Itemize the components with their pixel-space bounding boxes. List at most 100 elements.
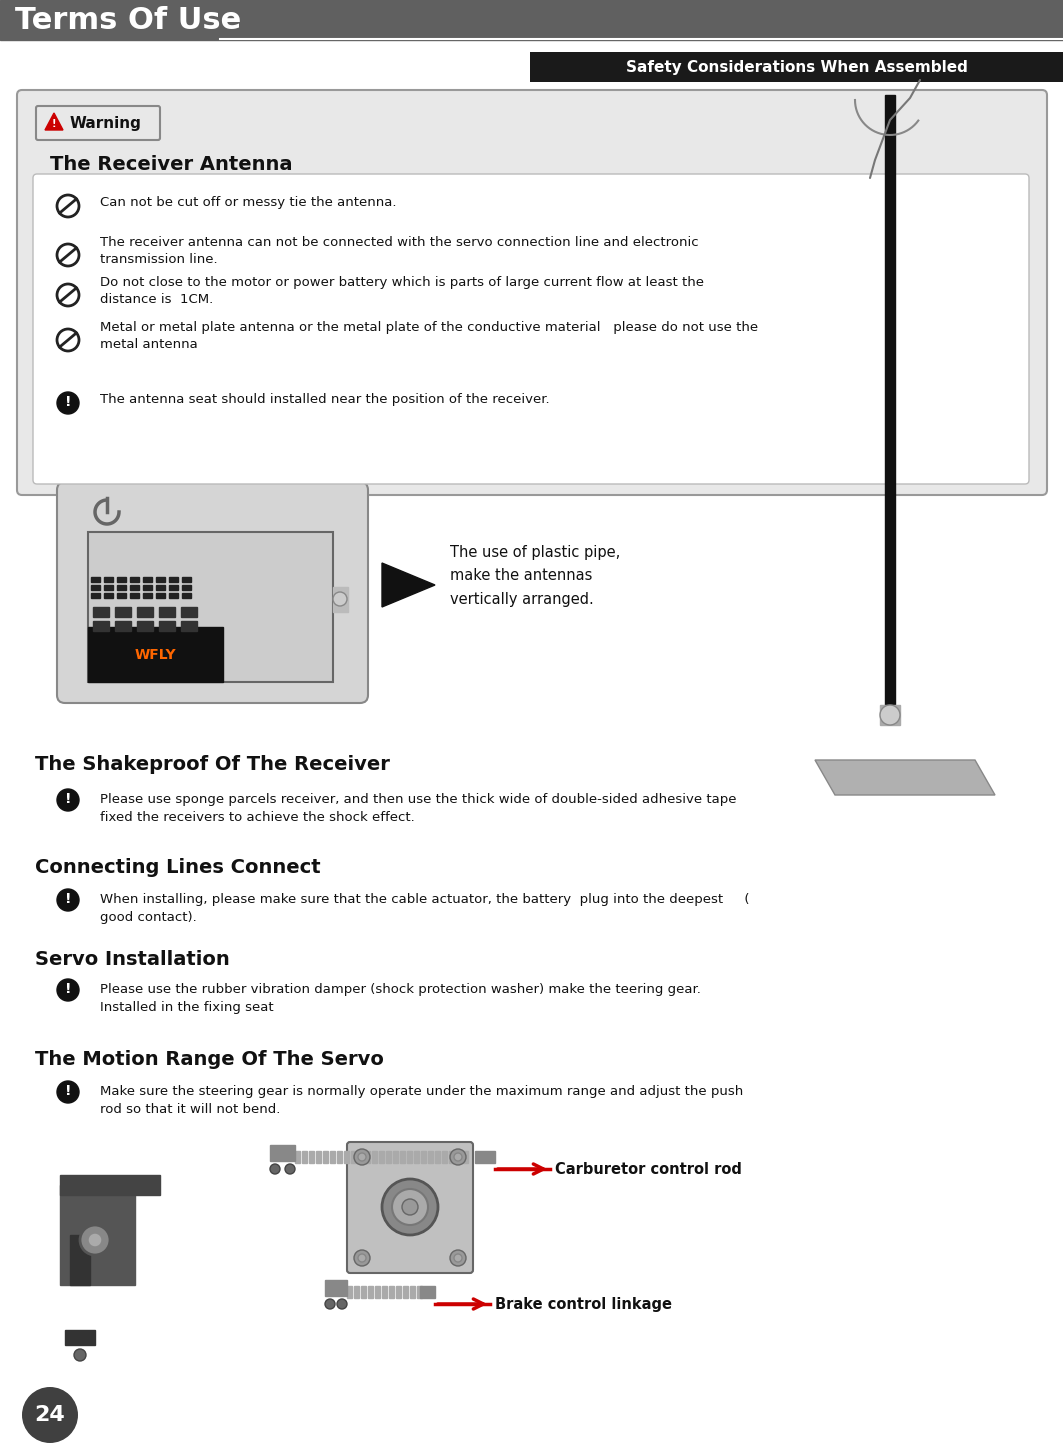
Polygon shape (382, 563, 435, 608)
Bar (333, 587, 348, 612)
Bar (91, 584, 100, 590)
Circle shape (22, 1388, 78, 1443)
Bar (169, 584, 178, 590)
Text: !: ! (65, 792, 71, 806)
Bar (372, 1151, 377, 1163)
Bar (379, 1151, 384, 1163)
Bar (270, 1146, 296, 1161)
Text: Metal or metal plate antenna or the metal plate of the conductive material   ple: Metal or metal plate antenna or the meta… (100, 320, 758, 351)
Bar (182, 584, 191, 590)
Bar (181, 621, 197, 631)
Circle shape (57, 392, 79, 415)
Bar (417, 1286, 422, 1298)
Bar (156, 577, 165, 581)
Bar (410, 1286, 415, 1298)
Circle shape (337, 1299, 347, 1309)
Bar (449, 1151, 454, 1163)
Text: Servo Installation: Servo Installation (35, 950, 230, 969)
FancyBboxPatch shape (17, 90, 1047, 494)
Circle shape (382, 1179, 438, 1235)
Bar (885, 96, 895, 721)
FancyBboxPatch shape (36, 106, 161, 141)
Circle shape (57, 1082, 79, 1103)
Text: Please use sponge parcels receiver, and then use the thick wide of double-sided : Please use sponge parcels receiver, and … (100, 793, 737, 824)
Bar (880, 705, 900, 725)
Text: !: ! (65, 1085, 71, 1098)
Bar (130, 593, 139, 597)
Bar (115, 621, 131, 631)
Bar (144, 593, 152, 597)
Bar (169, 593, 178, 597)
Bar (156, 584, 165, 590)
Circle shape (402, 1199, 418, 1215)
Text: Please use the rubber vibration damper (shock protection washer) make the teerin: Please use the rubber vibration damper (… (100, 983, 701, 1014)
Bar (137, 608, 153, 618)
Circle shape (354, 1148, 370, 1164)
Bar (351, 1151, 356, 1163)
Circle shape (325, 1299, 335, 1309)
Text: 24: 24 (35, 1405, 66, 1425)
Circle shape (80, 1225, 109, 1256)
Bar (88, 626, 223, 682)
Bar (182, 593, 191, 597)
Circle shape (358, 1153, 366, 1161)
Bar (70, 1235, 90, 1285)
Text: The Shakeproof Of The Receiver: The Shakeproof Of The Receiver (35, 755, 390, 774)
Bar (104, 593, 113, 597)
Text: Safety Considerations When Assembled: Safety Considerations When Assembled (625, 59, 967, 74)
Circle shape (57, 889, 79, 911)
Bar (361, 1286, 366, 1298)
Circle shape (454, 1153, 462, 1161)
Text: Brake control linkage: Brake control linkage (495, 1296, 672, 1311)
Text: The receiver antenna can not be connected with the servo connection line and ele: The receiver antenna can not be connecte… (100, 236, 698, 267)
Circle shape (354, 1250, 370, 1266)
Bar (65, 1330, 95, 1346)
Text: The use of plastic pipe,
make the antennas
vertically arranged.: The use of plastic pipe, make the antenn… (450, 545, 620, 606)
Bar (296, 1151, 300, 1163)
Bar (302, 1151, 307, 1163)
Bar (181, 608, 197, 618)
Text: The antenna seat should installed near the position of the receiver.: The antenna seat should installed near t… (100, 393, 550, 406)
Bar (60, 1174, 161, 1195)
Bar (144, 577, 152, 581)
Bar (475, 1151, 495, 1163)
Bar (91, 593, 100, 597)
Bar (117, 577, 126, 581)
Text: Connecting Lines Connect: Connecting Lines Connect (35, 858, 321, 877)
Bar (421, 1151, 426, 1163)
Circle shape (450, 1250, 466, 1266)
Bar (396, 1286, 401, 1298)
Bar (137, 621, 153, 631)
Bar (92, 608, 109, 618)
FancyBboxPatch shape (530, 52, 1063, 83)
Bar (182, 577, 191, 581)
Bar (389, 1286, 394, 1298)
Text: Can not be cut off or messy tie the antenna.: Can not be cut off or messy tie the ante… (100, 196, 396, 209)
Text: !: ! (65, 982, 71, 996)
Bar (104, 577, 113, 581)
Circle shape (57, 979, 79, 1000)
Bar (60, 1185, 135, 1285)
Circle shape (333, 592, 347, 606)
Bar (316, 1151, 321, 1163)
Bar (400, 1151, 405, 1163)
Circle shape (270, 1164, 280, 1175)
Polygon shape (815, 760, 995, 795)
Text: Carburetor control rod: Carburetor control rod (555, 1161, 742, 1176)
Bar (347, 1286, 352, 1298)
Text: Do not close to the motor or power battery which is parts of large current flow : Do not close to the motor or power batte… (100, 276, 704, 306)
Bar (330, 1151, 335, 1163)
Bar (442, 1151, 448, 1163)
Bar (91, 577, 100, 581)
Bar (92, 621, 109, 631)
Bar (325, 1280, 347, 1296)
FancyBboxPatch shape (57, 481, 368, 703)
Bar (337, 1151, 342, 1163)
Bar (393, 1151, 398, 1163)
Bar (407, 1151, 412, 1163)
Bar (403, 1286, 408, 1298)
Bar (156, 593, 165, 597)
Bar (375, 1286, 379, 1298)
Bar (130, 577, 139, 581)
Text: Warning: Warning (70, 116, 141, 130)
